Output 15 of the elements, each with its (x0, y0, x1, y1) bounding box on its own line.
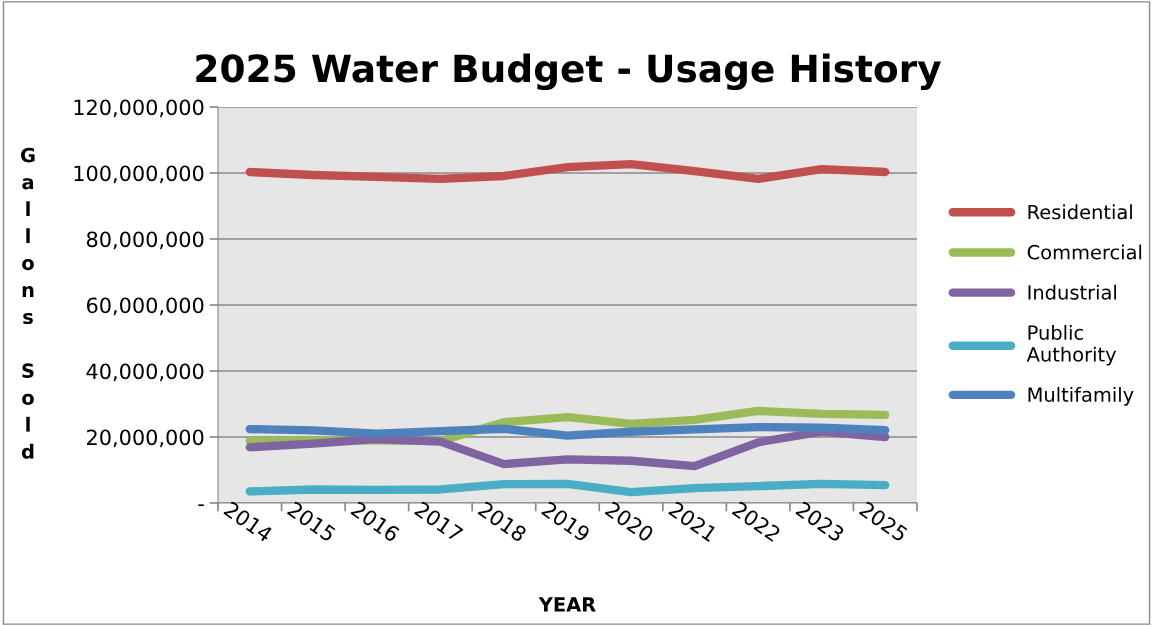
legend-label: Public Authority (1026, 324, 1117, 366)
y-tick-label: 60,000,000 (86, 297, 204, 316)
text: Gallons Sold (20, 147, 35, 459)
chart-title: 2025 Water Budget - Usage History (196, 53, 941, 91)
y-tick-label: 100,000,000 (74, 165, 204, 184)
legend-label: Industrial (1028, 284, 1116, 300)
y-tick-label: 80,000,000 (86, 231, 204, 250)
y-tick-label: 120,000,000 (74, 99, 204, 118)
legend-label: Multifamily (1028, 386, 1134, 406)
y-tick-label: 40,000,000 (86, 363, 204, 382)
legend-label: Commercial (1027, 244, 1142, 260)
x-axis-title: YEAR (538, 597, 596, 612)
y-tick-label: 20,000,000 (87, 429, 204, 448)
legend-label: Residential (1028, 204, 1132, 220)
y-tick-label: - (198, 504, 204, 507)
